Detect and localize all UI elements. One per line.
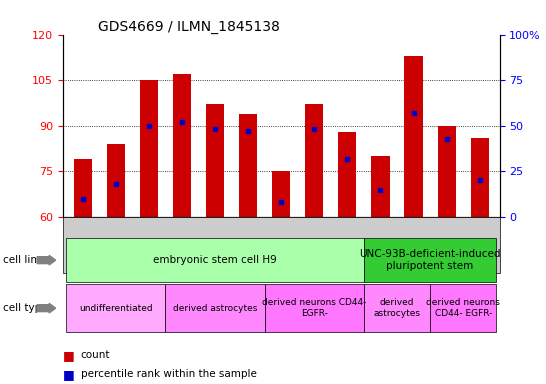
Bar <box>173 74 191 217</box>
Bar <box>371 156 389 217</box>
Text: ■: ■ <box>63 349 75 362</box>
Bar <box>305 104 323 217</box>
Text: derived
astrocytes: derived astrocytes <box>373 298 420 318</box>
Text: count: count <box>81 350 110 360</box>
Text: UNC-93B-deficient-induced
pluripotent stem: UNC-93B-deficient-induced pluripotent st… <box>359 249 501 271</box>
Text: derived neurons CD44-
EGFR-: derived neurons CD44- EGFR- <box>262 298 366 318</box>
Bar <box>106 144 125 217</box>
Text: cell line: cell line <box>3 255 43 265</box>
Bar <box>471 138 489 217</box>
Bar <box>239 114 257 217</box>
Text: undifferentiated: undifferentiated <box>79 304 152 313</box>
Text: GDS4669 / ILMN_1845138: GDS4669 / ILMN_1845138 <box>98 20 280 33</box>
Bar <box>437 126 456 217</box>
Bar <box>140 80 158 217</box>
Text: derived neurons
CD44- EGFR-: derived neurons CD44- EGFR- <box>426 298 500 318</box>
Text: percentile rank within the sample: percentile rank within the sample <box>81 369 257 379</box>
Text: embryonic stem cell H9: embryonic stem cell H9 <box>153 255 277 265</box>
Bar <box>206 104 224 217</box>
Text: derived astrocytes: derived astrocytes <box>173 304 257 313</box>
Text: ■: ■ <box>63 368 75 381</box>
Bar <box>272 171 290 217</box>
Bar <box>74 159 92 217</box>
Bar <box>339 132 357 217</box>
Bar <box>405 56 423 217</box>
Text: cell type: cell type <box>3 303 48 313</box>
